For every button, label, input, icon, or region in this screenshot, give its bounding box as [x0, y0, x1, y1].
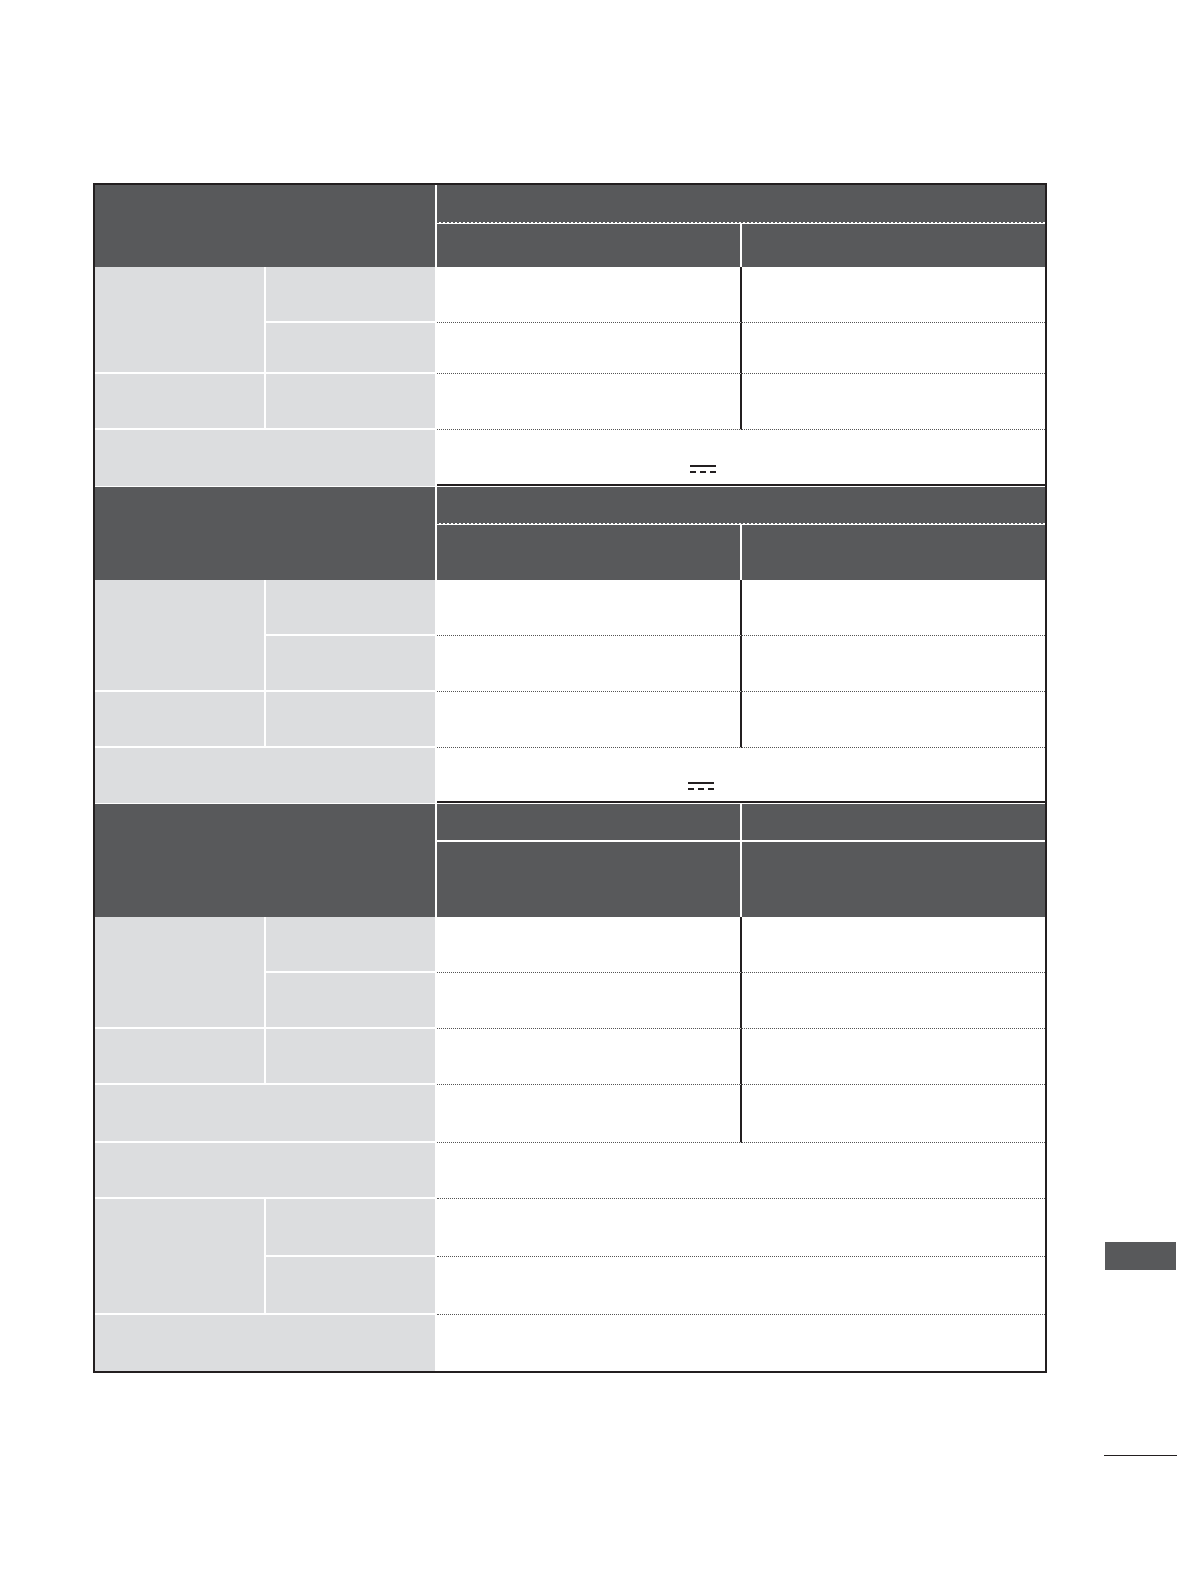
section3-row-group2-label: [95, 1199, 266, 1315]
spec-table: [93, 183, 1047, 1373]
section2-row3-value1: [437, 692, 742, 748]
section1-row2-value1: [437, 323, 742, 374]
section3-row4-label: [95, 1085, 437, 1143]
section3-subheader-col2: [742, 842, 1045, 917]
section1-row1-value1: [437, 267, 742, 323]
section3-row6-sublabel: [266, 1199, 437, 1257]
section1-row4-value: [437, 430, 1045, 486]
section3-row3-value1: [437, 1029, 742, 1085]
section3-row-group-label: [95, 917, 266, 1029]
section1-subheader-col1: [437, 224, 742, 267]
section3-row5-value: [437, 1143, 1045, 1199]
section3-header-label: [95, 804, 437, 917]
section1-row2-sublabel: [266, 323, 437, 374]
section2-row1-sublabel: [266, 580, 437, 636]
section2-row3-label: [95, 692, 266, 748]
section3-row1-value2: [742, 917, 1045, 973]
section1-row-group-label: [95, 267, 266, 374]
section2-row1-value2: [742, 580, 1045, 636]
direct-current-icon: [688, 782, 714, 794]
section3-row7-value: [437, 1257, 1045, 1315]
section3-header-divider: [439, 840, 1045, 842]
section1-row1-value2: [742, 267, 1045, 323]
section1-header-label: [95, 185, 437, 267]
section3-row2-sublabel: [266, 973, 437, 1029]
side-section-tab: [1105, 1242, 1176, 1270]
section3-subheader-col1: [437, 842, 742, 917]
section2-row3-sublabel: [266, 692, 437, 748]
section2-header-title: [437, 487, 1045, 524]
section3-row1-sublabel: [266, 917, 437, 973]
section1-subheader-col2: [742, 224, 1045, 267]
section3-header-col1-title: [437, 804, 742, 840]
section2-row-group-label: [95, 580, 266, 692]
section1-header-title: [437, 185, 1045, 223]
section3-row8-label: [95, 1315, 437, 1371]
section3-row4-value2: [742, 1085, 1045, 1143]
section2-subheader-col2: [742, 525, 1045, 580]
section2-header-label: [95, 487, 437, 580]
section1-row1-sublabel: [266, 267, 437, 323]
section1-row4-label: [95, 430, 437, 486]
section3-row3-sublabel: [266, 1029, 437, 1085]
section3-row1-value1: [437, 917, 742, 973]
section3-row3-value2: [742, 1029, 1045, 1085]
direct-current-icon: [690, 465, 716, 477]
section2-subheader-col1: [437, 525, 742, 580]
section1-row3-value2: [742, 374, 1045, 430]
section3-row3-label: [95, 1029, 266, 1085]
section1-header-divider: [439, 222, 1045, 224]
section3-row2-value1: [437, 973, 742, 1029]
section2-row4-value: [437, 748, 1045, 803]
section3-row7-sublabel: [266, 1257, 437, 1315]
section1-row2-value2: [742, 323, 1045, 374]
section2-row2-value1: [437, 636, 742, 692]
section2-row4-label: [95, 748, 437, 803]
section3-row2-value2: [742, 973, 1045, 1029]
section1-row3-sublabel: [266, 374, 437, 430]
section3-header-col2-title: [742, 804, 1045, 840]
section1-row3-value1: [437, 374, 742, 430]
page-footer-rule: [1104, 1455, 1177, 1456]
section3-row5-label: [95, 1143, 437, 1199]
section2-row1-value1: [437, 580, 742, 636]
section2-row2-value2: [742, 636, 1045, 692]
section3-row8-value: [437, 1315, 1045, 1371]
section1-row3-label: [95, 374, 266, 430]
section2-row2-sublabel: [266, 636, 437, 692]
section3-row6-value: [437, 1199, 1045, 1257]
section2-row3-value2: [742, 692, 1045, 748]
section2-header-divider: [439, 523, 1045, 525]
section3-row4-value1: [437, 1085, 742, 1143]
